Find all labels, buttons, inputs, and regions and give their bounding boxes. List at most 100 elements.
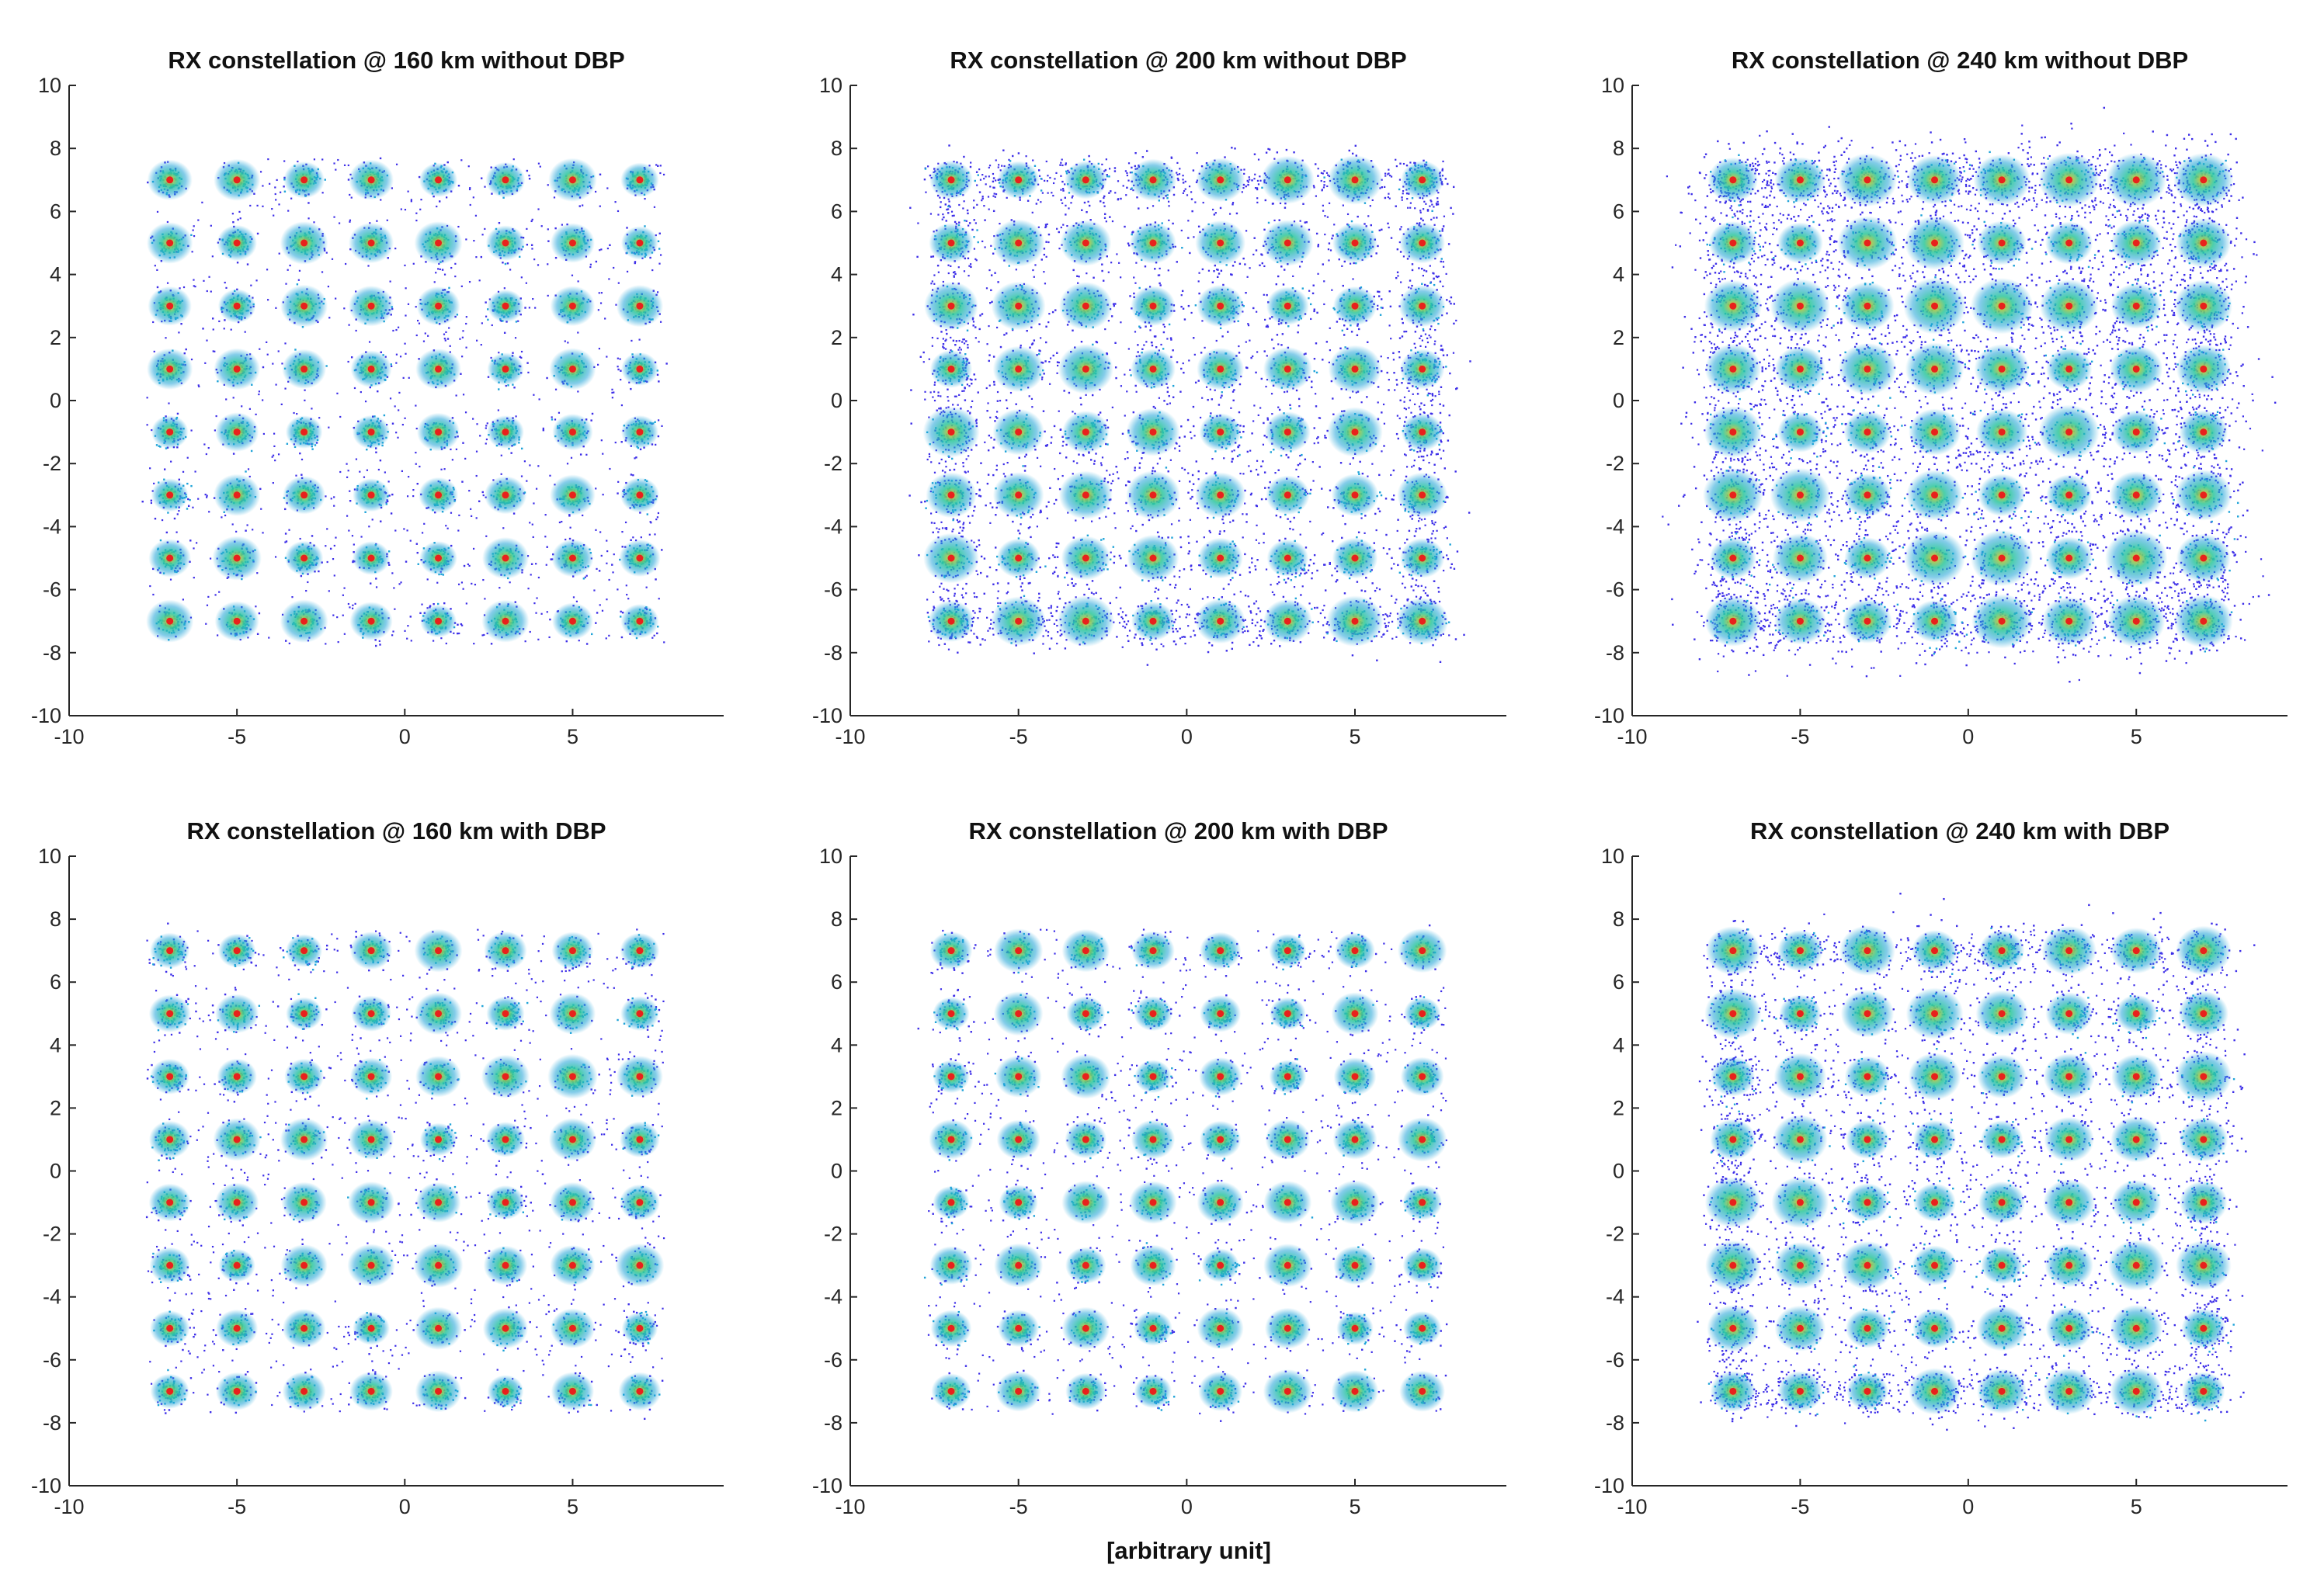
noise-sample: [299, 537, 301, 540]
noise-sample: [631, 339, 633, 342]
noise-sample: [284, 541, 287, 543]
noise-sample: [197, 498, 200, 500]
noise-sample: [405, 287, 407, 290]
noise-sample: [346, 515, 349, 517]
sample: [250, 449, 253, 453]
noise-sample: [626, 593, 628, 596]
noise-sample: [327, 286, 330, 288]
noise-sample: [278, 252, 280, 255]
noise-sample: [467, 563, 469, 566]
noise-sample: [277, 350, 280, 352]
sample: [498, 221, 501, 224]
noise-sample: [353, 543, 355, 546]
noise-sample: [260, 508, 262, 510]
sample: [387, 550, 391, 553]
noise-sample: [537, 465, 540, 467]
noise-sample: [445, 331, 447, 333]
noise-sample: [659, 165, 662, 167]
sample: [167, 512, 169, 514]
noise-sample: [658, 598, 660, 600]
noise-sample: [401, 423, 404, 426]
noise-sample: [337, 640, 339, 644]
noise-sample: [531, 248, 533, 250]
noise-sample: [404, 208, 407, 211]
noise-sample: [611, 388, 613, 390]
noise-sample: [514, 337, 517, 339]
noise-sample: [650, 522, 652, 524]
sample: [224, 319, 226, 321]
noise-sample: [531, 523, 533, 526]
sample: [186, 482, 189, 485]
noise-sample: [415, 219, 418, 222]
noise-sample: [482, 578, 485, 581]
noise-sample: [206, 290, 208, 293]
noise-sample: [485, 315, 488, 317]
noise-sample: [339, 470, 342, 474]
noise-sample: [347, 470, 349, 472]
noise-sample: [196, 542, 198, 544]
noise-sample: [533, 602, 536, 605]
noise-sample: [617, 282, 620, 284]
noise-sample: [307, 217, 310, 220]
noise-sample: [554, 388, 558, 390]
noise-sample: [330, 498, 332, 500]
sample: [150, 499, 153, 502]
noise-sample: [193, 279, 195, 281]
noise-sample: [594, 190, 597, 193]
noise-sample: [328, 426, 330, 428]
sample: [189, 539, 192, 542]
noise-sample: [614, 441, 617, 444]
sample: [379, 459, 382, 462]
noise-sample: [325, 643, 327, 645]
noise-sample: [194, 286, 196, 288]
noise-sample: [547, 184, 549, 186]
noise-sample: [153, 350, 155, 353]
noise-sample: [206, 494, 208, 497]
noise-sample: [400, 208, 402, 210]
sample: [186, 508, 189, 510]
noise-sample: [351, 535, 354, 537]
noise-sample: [262, 205, 264, 207]
sample: [388, 564, 391, 566]
noise-sample: [401, 470, 403, 473]
sample: [259, 487, 262, 491]
noise-sample: [304, 389, 306, 391]
noise-sample: [525, 282, 527, 284]
noise-sample: [248, 475, 251, 478]
noise-sample: [450, 512, 453, 514]
sample: [163, 468, 166, 470]
noise-sample: [165, 337, 167, 339]
noise-sample: [468, 564, 471, 567]
noise-sample: [355, 329, 357, 332]
sample: [417, 563, 419, 565]
noise-sample: [252, 529, 254, 531]
noise-sample: [469, 203, 471, 206]
sample: [236, 262, 239, 264]
noise-sample: [318, 417, 321, 419]
noise-sample: [349, 219, 352, 221]
noise-sample: [269, 182, 271, 185]
noise-sample: [205, 623, 207, 625]
noise-sample: [473, 643, 475, 645]
noise-sample: [476, 339, 478, 342]
noise-sample: [408, 376, 410, 379]
noise-sample: [600, 439, 603, 442]
noise-sample: [359, 470, 361, 473]
sample: [448, 286, 450, 290]
noise-sample: [289, 264, 291, 267]
sample: [232, 220, 234, 224]
noise-sample: [530, 220, 533, 223]
noise-sample: [154, 265, 156, 267]
noise-sample: [214, 350, 216, 352]
noise-sample: [197, 219, 200, 221]
noise-sample: [371, 519, 373, 521]
noise-sample: [598, 292, 600, 294]
noise-sample: [528, 175, 530, 177]
noise-sample: [325, 252, 328, 254]
sample: [490, 643, 493, 645]
sample: [379, 157, 382, 160]
noise-sample: [606, 247, 610, 250]
noise-sample: [262, 432, 265, 435]
noise-sample: [352, 607, 354, 609]
noise-sample: [611, 397, 613, 399]
